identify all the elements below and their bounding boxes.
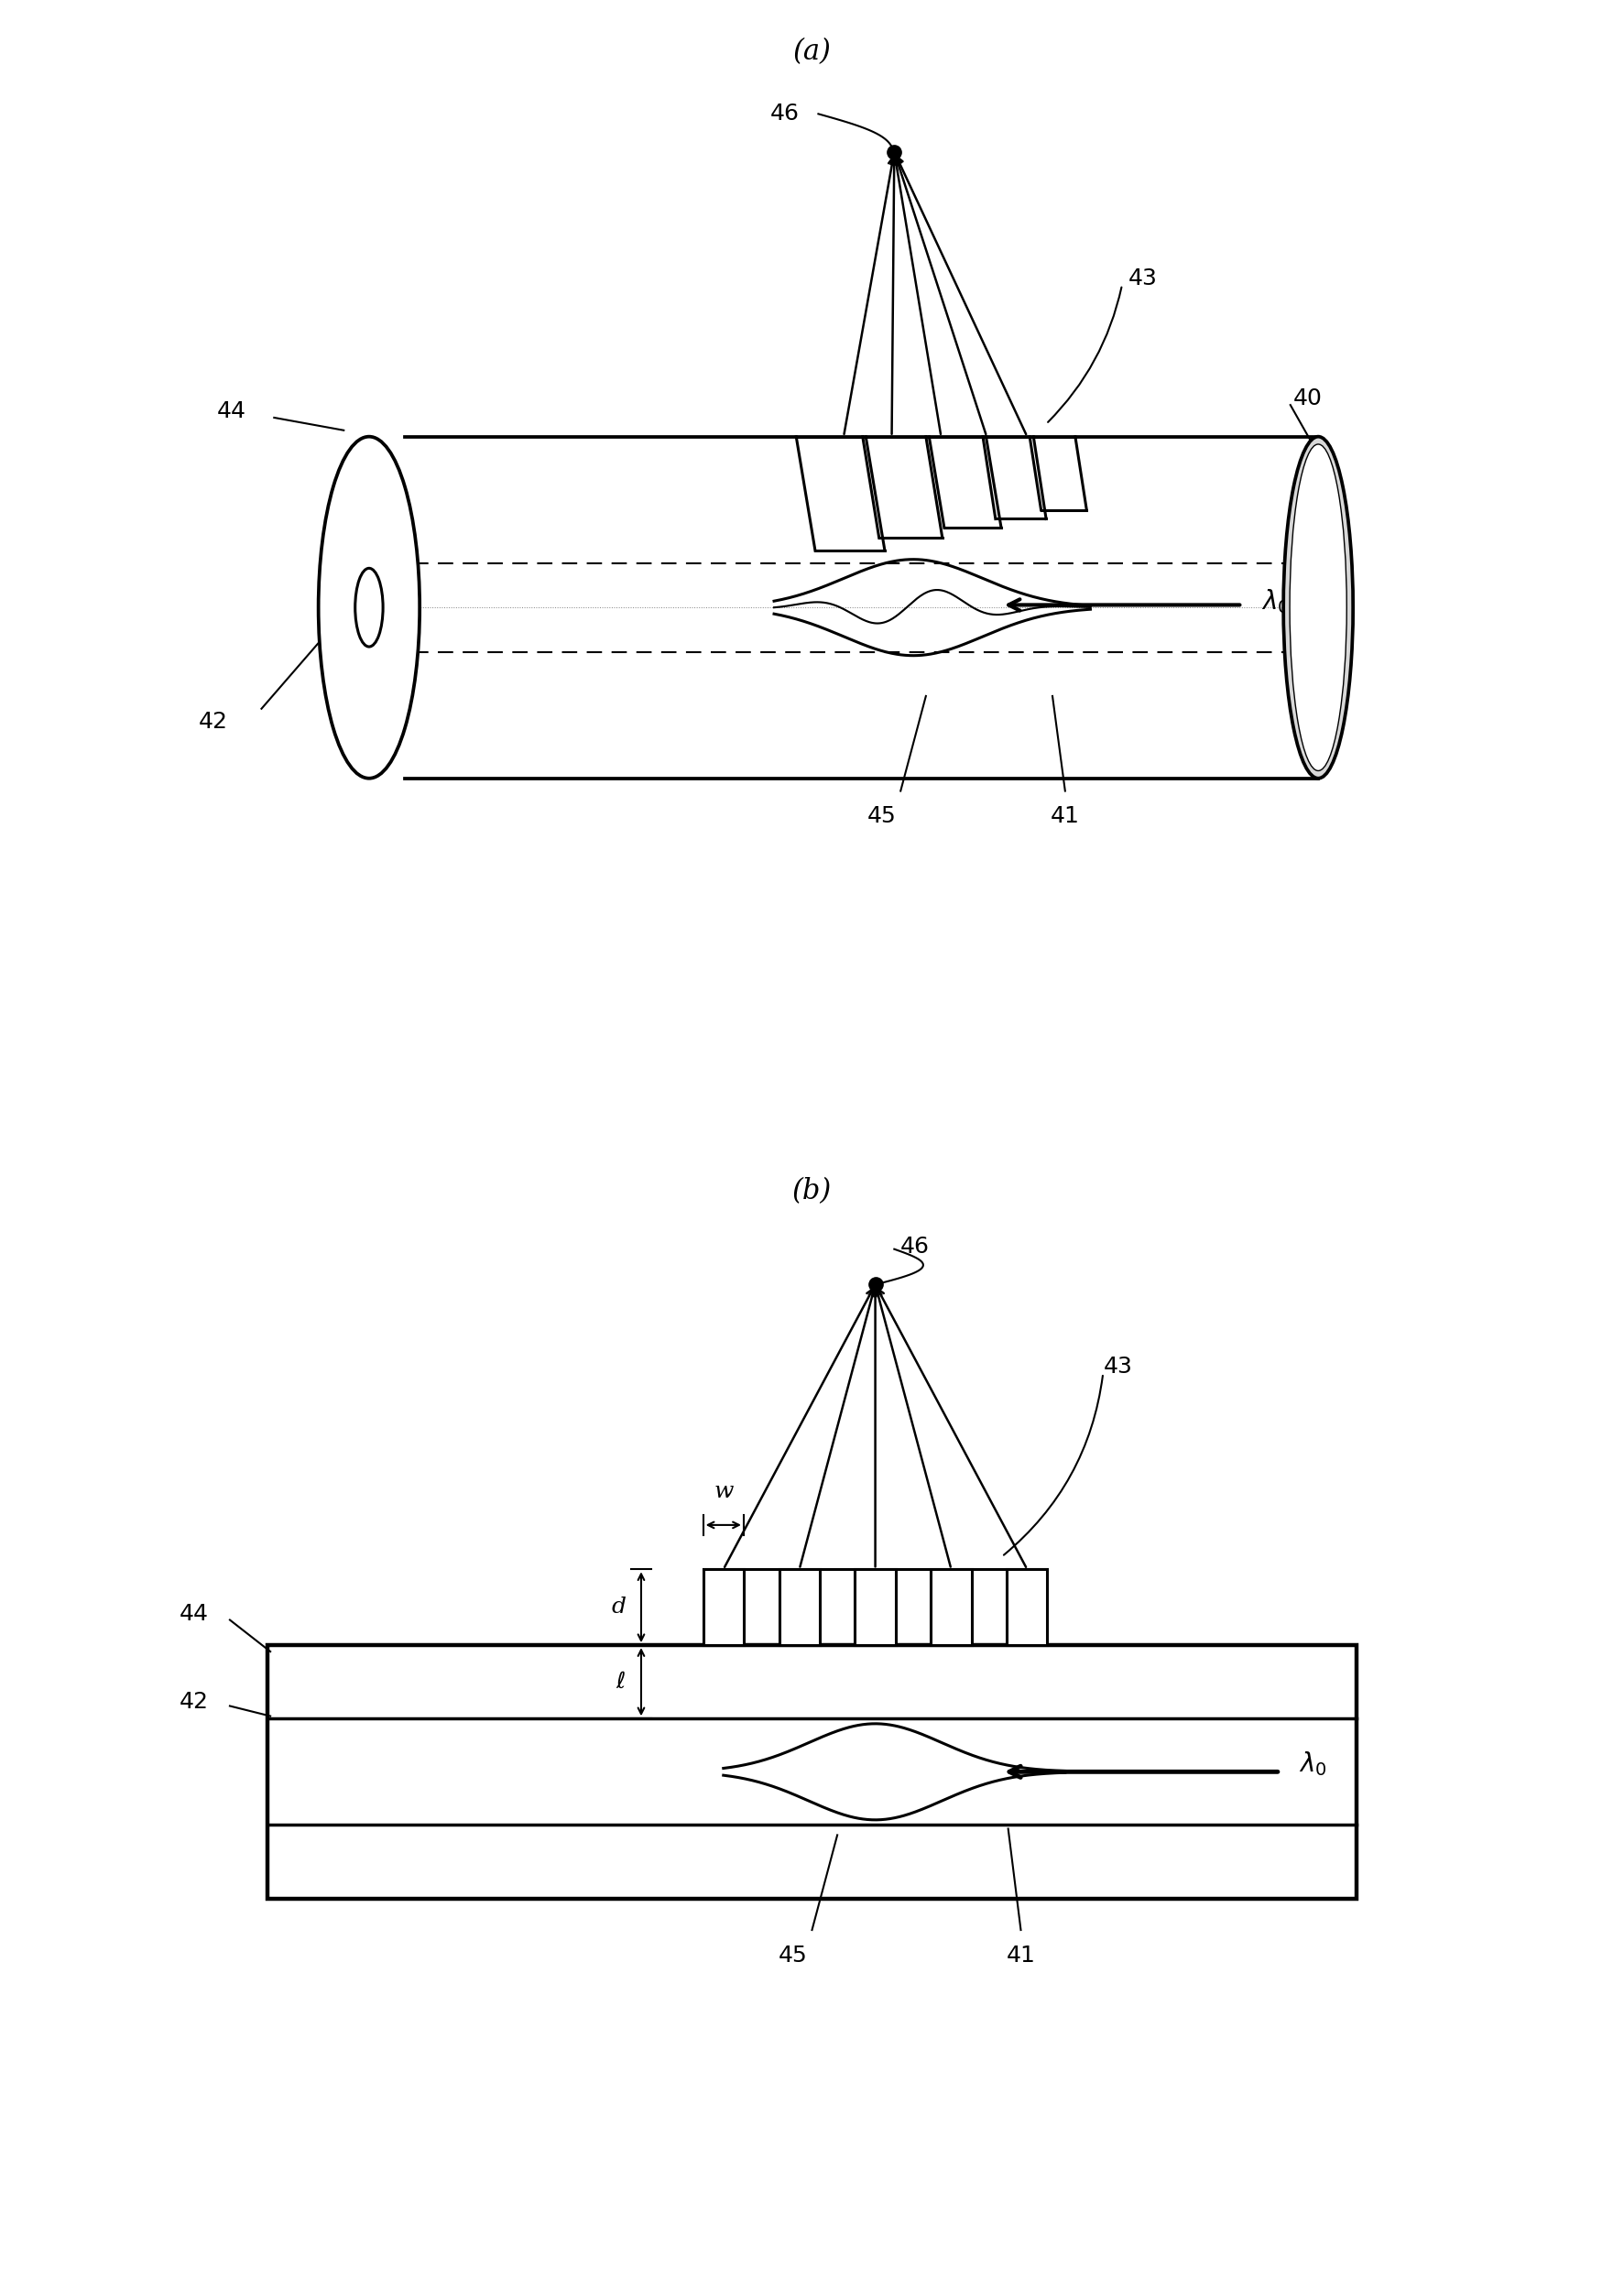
Text: (b): (b) [793,1178,831,1205]
Text: 45: 45 [867,806,896,827]
Ellipse shape [1283,437,1353,779]
Text: 41: 41 [1051,806,1080,827]
Text: $\lambda_0$: $\lambda_0$ [1262,588,1289,615]
Text: 42: 42 [179,1690,208,1713]
Bar [854,1570,895,1645]
Bar [268,1645,1356,1898]
Text: 41: 41 [1007,1945,1036,1966]
Text: 46: 46 [901,1235,931,1257]
Bar [1007,1570,1047,1645]
Text: (a): (a) [793,39,831,66]
Text: d: d [611,1597,625,1617]
Text: 45: 45 [778,1945,807,1966]
Text: 44: 44 [179,1604,208,1624]
Text: 43: 43 [1129,267,1158,289]
Ellipse shape [1289,444,1346,770]
Text: $\lambda_0$: $\lambda_0$ [1299,1750,1327,1779]
Text: 42: 42 [198,711,227,731]
Text: w: w [713,1481,732,1501]
Text: $\ell$: $\ell$ [615,1672,625,1693]
Bar [931,1570,971,1645]
Ellipse shape [356,567,383,647]
Text: 43: 43 [1103,1355,1132,1378]
Text: 46: 46 [770,103,799,125]
Text: 44: 44 [218,401,247,421]
Bar [703,1570,744,1645]
Bar [780,1570,820,1645]
Ellipse shape [318,437,419,779]
Text: 40: 40 [1293,387,1322,410]
